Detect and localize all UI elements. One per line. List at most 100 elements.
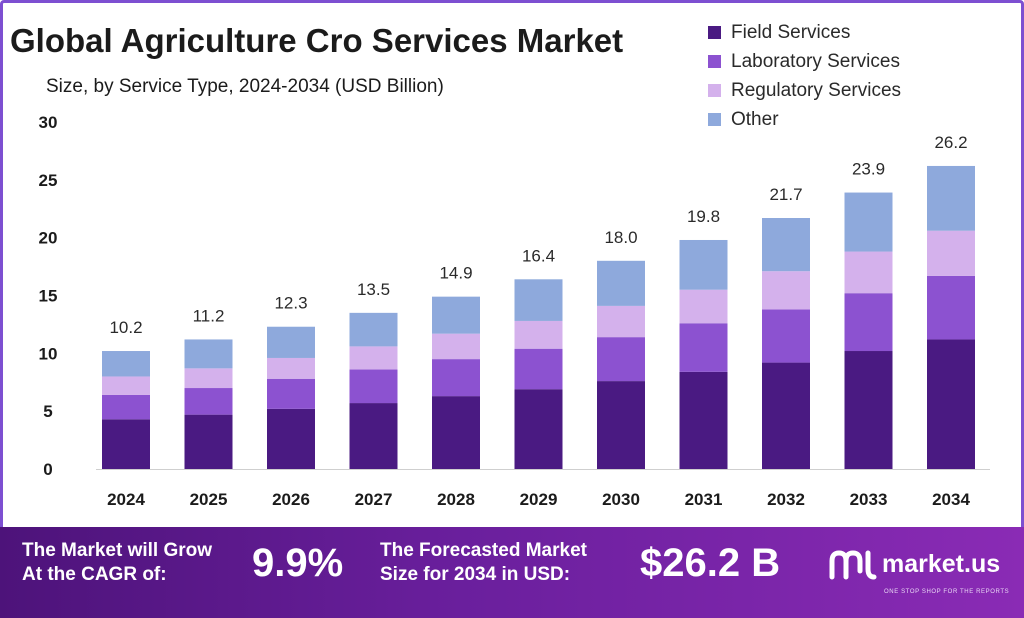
bar-segment (762, 218, 810, 272)
legend-swatch (708, 26, 721, 39)
x-tick-label: 2027 (355, 490, 393, 509)
legend-label: Other (731, 108, 779, 130)
forecast-value: $26.2 B (640, 541, 781, 585)
bar-segment (349, 312, 398, 347)
bar-segment (679, 239, 728, 290)
legend-swatch (708, 55, 721, 68)
bar-segment (432, 333, 480, 360)
bar-total-label: 12.3 (274, 294, 307, 313)
bar-segment (102, 351, 150, 377)
x-tick-label: 2031 (685, 490, 723, 509)
brand-name: market.us (882, 549, 1001, 578)
bar-segment (597, 337, 645, 382)
x-tick-label: 2024 (107, 490, 145, 509)
legend-item-regulatory-services: Regulatory Services (708, 76, 901, 105)
bar-segment (102, 376, 150, 395)
brand-tagline: ONE STOP SHOP FOR THE REPORTS (884, 589, 1010, 595)
bar-segment (927, 275, 975, 340)
bar-segment (102, 419, 150, 469)
x-tick-label: 2032 (767, 490, 805, 509)
stacked-bar-chart: 05101520253010.2202411.2202512.3202613.5… (39, 113, 990, 509)
y-tick-label: 5 (43, 402, 52, 421)
bar-total-label: 19.8 (687, 207, 720, 226)
bar-segment (267, 378, 315, 409)
bar-segment (514, 348, 563, 390)
bar-total-label: 18.0 (604, 228, 637, 247)
legend-swatch (708, 84, 721, 97)
y-tick-label: 20 (39, 229, 58, 248)
legend-label: Laboratory Services (731, 50, 900, 72)
bar-total-label: 23.9 (852, 160, 885, 179)
bar-segment (844, 192, 893, 252)
bar-total-label: 11.2 (193, 306, 225, 325)
bar-total-label: 26.2 (934, 133, 967, 152)
bar-segment (514, 320, 563, 349)
footer-banner: The Market will Grow At the CAGR of: 9.9… (0, 527, 1024, 618)
bar-segment (184, 414, 233, 469)
forecast-label-line1: The Forecasted Market (380, 540, 587, 561)
bar-segment (597, 305, 645, 338)
bar-segment (349, 369, 398, 404)
bar-segment (102, 394, 150, 420)
forecast-label-line2: Size for 2034 in USD: (380, 564, 571, 585)
x-tick-label: 2028 (437, 490, 475, 509)
legend-label: Field Services (731, 21, 851, 43)
market-us-logo-icon (829, 550, 877, 580)
legend-label: Regulatory Services (731, 79, 902, 101)
bar-segment (679, 289, 728, 324)
bar-segment (184, 339, 233, 369)
legend-item-other: Other (708, 105, 901, 134)
bar-segment (597, 260, 645, 306)
cagr-label-line2: At the CAGR of: (22, 564, 167, 585)
bar-total-label: 14.9 (439, 264, 472, 283)
legend-item-field-services: Field Services (708, 18, 901, 47)
bar-segment (679, 323, 728, 372)
bar-segment (349, 403, 398, 469)
bar-total-label: 21.7 (769, 185, 802, 204)
bar-segment (514, 389, 563, 469)
brand-logo[interactable]: market.us (828, 547, 1000, 581)
bar-segment (432, 296, 480, 334)
bar-segment (927, 165, 975, 231)
bar-segment (432, 396, 480, 469)
x-tick-label: 2034 (932, 490, 970, 509)
bar-segment (844, 293, 893, 352)
bar-segment (844, 351, 893, 469)
bar-segment (844, 251, 893, 294)
y-tick-label: 10 (39, 344, 58, 363)
bar-segment (267, 408, 315, 469)
x-tick-label: 2029 (520, 490, 558, 509)
bar-segment (597, 381, 645, 469)
y-tick-label: 25 (39, 171, 58, 190)
bar-segment (514, 279, 563, 321)
bar-segment (184, 368, 233, 389)
bar-segment (184, 388, 233, 415)
bar-segment (927, 230, 975, 276)
bar-total-label: 10.2 (109, 318, 142, 337)
legend-item-laboratory-services: Laboratory Services (708, 47, 901, 76)
cagr-value: 9.9% (252, 541, 344, 585)
cagr-label-line1: The Market will Grow (22, 540, 213, 561)
bar-segment (267, 326, 315, 358)
cagr-label: The Market will Grow At the CAGR of: (22, 539, 212, 587)
bar-total-label: 16.4 (522, 246, 555, 265)
chart-subtitle: Size, by Service Type, 2024-2034 (USD Bi… (46, 76, 444, 97)
x-tick-label: 2030 (602, 490, 640, 509)
bar-segment (762, 362, 810, 469)
bar-segment (349, 346, 398, 370)
y-tick-label: 0 (43, 460, 52, 479)
bar-segment (679, 371, 728, 469)
bar-segment (432, 359, 480, 397)
legend-swatch (708, 113, 721, 126)
y-tick-label: 30 (39, 113, 58, 132)
x-tick-label: 2033 (850, 490, 888, 509)
chart-title: Global Agriculture Cro Services Market (10, 22, 624, 59)
x-tick-label: 2026 (272, 490, 310, 509)
y-tick-label: 15 (39, 287, 58, 306)
bar-segment (927, 339, 975, 469)
forecast-label: The Forecasted Market Size for 2034 in U… (380, 539, 587, 587)
legend: Field Services Laboratory Services Regul… (708, 18, 901, 134)
bar-segment (267, 357, 315, 379)
x-tick-label: 2025 (190, 490, 228, 509)
bar-total-label: 13.5 (357, 280, 390, 299)
